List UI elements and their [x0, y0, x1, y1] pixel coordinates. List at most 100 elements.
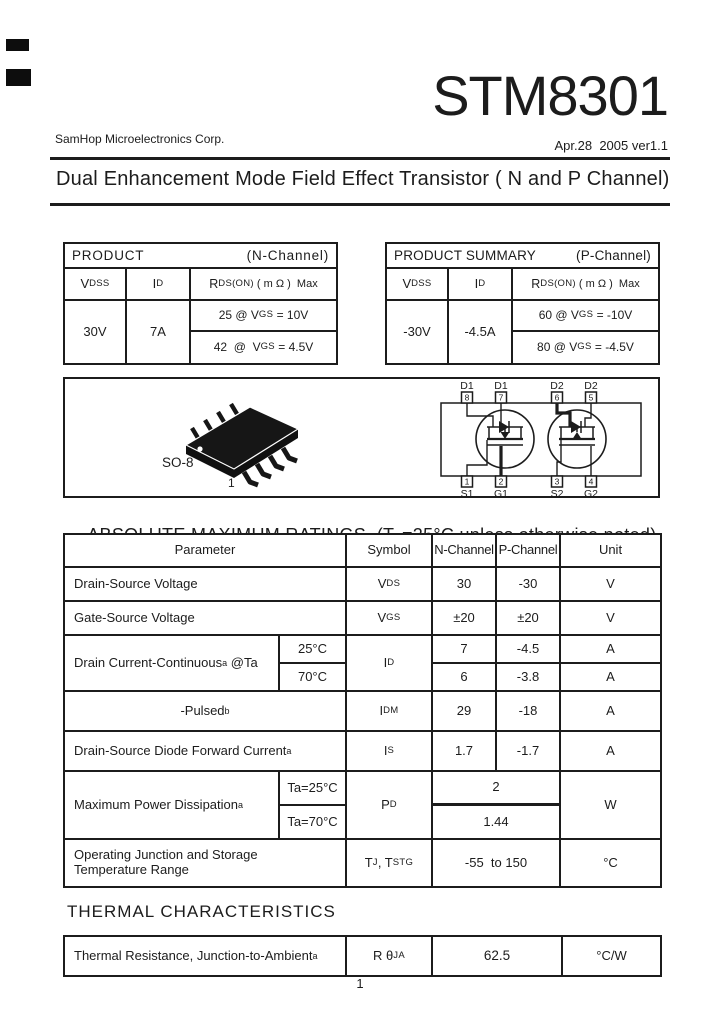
svg-text:5: 5: [589, 393, 594, 403]
col-header-rds: R DS(ON) ( m Ω ) Max: [191, 269, 336, 301]
package-front-pins: [241, 446, 298, 488]
param-vds: Drain-Source Voltage: [65, 568, 347, 602]
svg-text:7: 7: [499, 393, 504, 403]
pin1-mark: 1: [228, 476, 235, 490]
symbol-vds: V DS: [347, 568, 433, 602]
col-header-vdss: V DSS: [387, 269, 449, 301]
id-p-25: -4.5: [497, 636, 561, 664]
symbol-vgs: V GS: [347, 602, 433, 636]
vgs-p-value: ±20: [497, 602, 561, 636]
temp-25c: 25°C: [280, 636, 347, 664]
tj-unit: °C: [603, 854, 618, 870]
pin-labels: D1 D1 D2 D2 S1 G1 S2 G2: [460, 380, 598, 499]
pd-ta25: Ta=25°C: [280, 772, 347, 806]
symbol-main: I: [379, 702, 384, 718]
col-header-vdss: V DSS: [65, 269, 127, 301]
pd-value-25: 2: [433, 772, 561, 806]
param-text: -Pulsed: [180, 702, 225, 718]
rds-sub: GS: [577, 341, 592, 353]
symbol-sub: D: [387, 656, 395, 668]
page-number: 1: [356, 976, 364, 991]
rds-pre: 42 @ V: [213, 339, 261, 354]
thermal-table: Thermal Resistance, Junction-to-Ambient a…: [63, 935, 662, 977]
pd-unit: W: [561, 772, 660, 840]
caption-channel: (P-Channel): [576, 248, 651, 263]
pin-numbers: 8 7 6 5 1 2 3 4: [465, 393, 594, 487]
svg-text:D1: D1: [494, 380, 508, 392]
param-vgs: Gate-Source Voltage: [65, 602, 347, 636]
header-parameter: Parameter: [65, 535, 347, 568]
amr-table: Parameter Symbol N-Channel P-Channel Uni…: [63, 533, 662, 888]
param-rtheta: Thermal Resistance, Junction-to-Ambient a: [65, 937, 347, 975]
id-n-70: 6: [433, 664, 497, 692]
symbol-sub: DSS: [89, 277, 110, 289]
pin1-dot: [197, 446, 203, 452]
header-p-channel: P-Channel: [497, 535, 561, 568]
temp-70c: 70°C: [280, 664, 347, 692]
param-is: Drain-Source Diode Forward Current a: [65, 732, 347, 772]
idm-p-value: -18: [497, 692, 561, 732]
tj-range: -55 to 150: [433, 840, 561, 886]
symbol-rtheta-ja: R θ JA: [347, 937, 433, 975]
symbol-sub: DS(ON): [540, 277, 576, 289]
symbol-sub: DSS: [411, 277, 432, 289]
header-n-channel: N-Channel: [433, 535, 497, 568]
svg-text:1: 1: [465, 477, 470, 487]
rds-pre: 80 @ V: [537, 339, 578, 354]
package-back-pins: [190, 402, 239, 440]
is-unit: A: [561, 732, 660, 772]
idm-n-value: 29: [433, 692, 497, 732]
symbol-main: I: [474, 275, 479, 291]
symbol-sub: S: [387, 744, 395, 756]
pd-ta70: Ta=70°C: [280, 806, 347, 840]
rds-post: = -4.5V: [591, 339, 634, 354]
revision-date: Apr.28 2005 ver1.1: [554, 138, 668, 153]
param-text: Thermal Resistance, Junction-to-Ambient: [74, 947, 313, 963]
figure-box: SO-8 1: [63, 377, 660, 499]
dual-mosfet-schematic: 8 7 6 5 1 2 3 4 D1 D1 D2 D2 S1 G1 S2 G2: [440, 380, 642, 499]
param-tj: Operating Junction and Storage Temperatu…: [65, 840, 347, 886]
symbol-sub: D: [478, 277, 486, 289]
svg-text:6: 6: [555, 393, 560, 403]
header-symbol: Symbol: [347, 535, 433, 568]
idm-unit: A: [561, 692, 660, 732]
diode-icon: [499, 421, 509, 433]
doc-title: Dual Enhancement Mode Field Effect Trans…: [56, 168, 670, 190]
rds-post: = -10V: [593, 307, 633, 322]
caption-product: PRODUCT SUMMARY: [394, 248, 537, 263]
param-text: Maximum Power Dissipation: [74, 796, 238, 812]
cell-id-value: 7A: [127, 301, 191, 363]
vgs-n-value: ±20: [433, 602, 497, 636]
param-pd: Maximum Power Dissipation a: [65, 772, 280, 840]
symbol-main: I: [383, 742, 388, 758]
svg-text:D2: D2: [550, 380, 564, 392]
symbol-main: V: [80, 275, 90, 291]
schematic-outline: [440, 402, 642, 477]
vds-n-value: 30: [433, 568, 497, 602]
rds-sub: GS: [260, 341, 275, 353]
symbol-main: R: [531, 276, 541, 291]
svg-text:2: 2: [499, 477, 504, 487]
symbol-main: R: [373, 947, 387, 963]
cell-vdss-value: -30V: [387, 301, 449, 363]
symbol-main: I: [152, 275, 157, 291]
table-caption: PRODUCT SUMMARY (P-Channel): [387, 244, 658, 269]
param-text: @Ta: [227, 654, 258, 670]
rds-post: = 10V: [273, 307, 309, 322]
is-n-value: 1.7: [433, 732, 497, 772]
cell-id-value: -4.5A: [449, 301, 513, 363]
scan-artifact-mark: [6, 39, 29, 51]
arrow-up-icon: [572, 432, 582, 439]
cell-rds-value-1: 60 @ V GS = -10V: [513, 301, 658, 332]
id-p-70: -3.8: [497, 664, 561, 692]
symbol-tail: ( m Ω ) Max: [575, 277, 640, 290]
cell-vdss-value: 30V: [65, 301, 127, 363]
